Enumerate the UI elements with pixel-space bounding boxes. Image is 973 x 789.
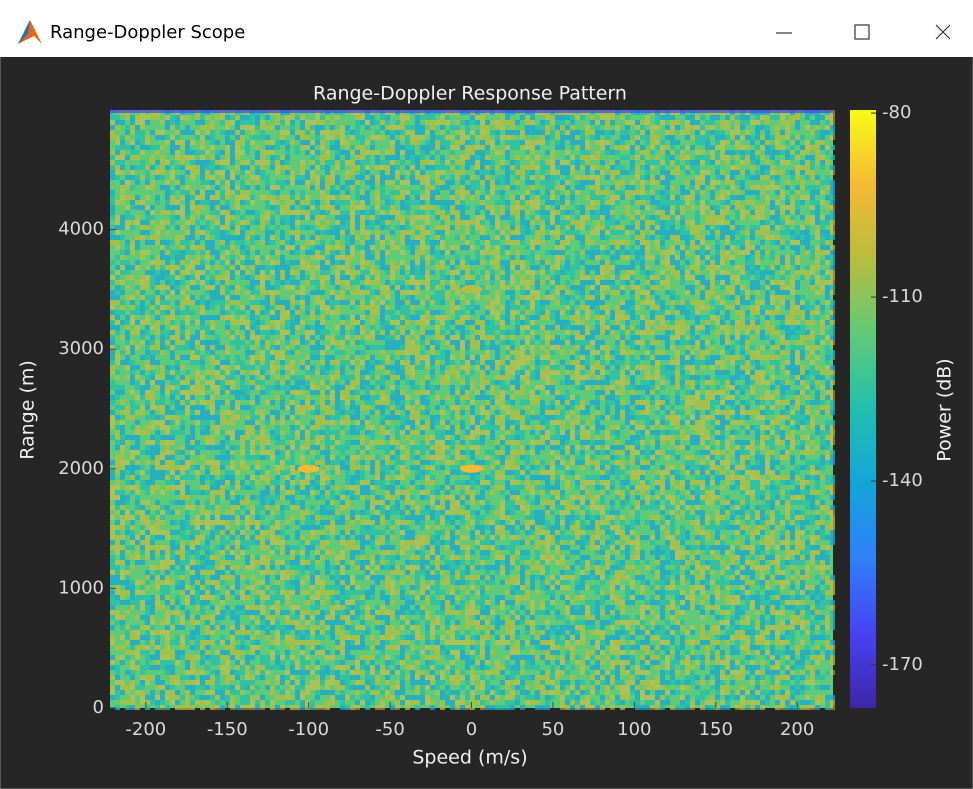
x-tick-label: 50 — [541, 719, 564, 740]
title-bar — [0, 0, 973, 57]
noise-texture — [110, 110, 835, 710]
target-peak — [297, 464, 320, 473]
colorbar-tick-label: -110 — [882, 286, 923, 307]
x-tick-label: 200 — [780, 719, 814, 740]
y-tick-label: 0 — [93, 697, 104, 718]
colorbar-tick-label: -140 — [882, 470, 923, 491]
y-tick-label: 2000 — [58, 458, 104, 479]
x-tick-label: -50 — [375, 719, 404, 740]
x-axis-label: Speed (m/s) — [412, 747, 527, 769]
window-title: Range-Doppler Scope — [50, 22, 245, 43]
chart-title: Range-Doppler Response Pattern — [313, 83, 627, 105]
x-tick-label: -100 — [288, 719, 329, 740]
colorbar-tick-label: -80 — [882, 102, 911, 123]
y-axis-label: Range (m) — [17, 360, 39, 460]
target-peak — [460, 464, 483, 473]
y-tick-label: 4000 — [58, 219, 104, 240]
maximize-button[interactable] — [854, 24, 870, 40]
x-tick-label: 150 — [699, 719, 733, 740]
close-button[interactable] — [935, 24, 951, 40]
colorbar — [850, 110, 876, 708]
app-icon-shade — [18, 20, 30, 44]
x-tick-label: -150 — [207, 719, 248, 740]
y-tick-label: 3000 — [58, 338, 104, 359]
target-peak — [460, 285, 483, 294]
noise-texture — [110, 110, 835, 710]
x-tick-label: -200 — [125, 719, 166, 740]
colorbar-label: Power (dB) — [934, 358, 956, 461]
colorbar-tick-label: -170 — [882, 654, 923, 675]
y-tick-label: 1000 — [58, 577, 104, 598]
top-band — [110, 110, 833, 113]
x-tick-label: 0 — [466, 719, 477, 740]
plot-area — [110, 110, 835, 710]
x-tick-label: 100 — [617, 719, 651, 740]
